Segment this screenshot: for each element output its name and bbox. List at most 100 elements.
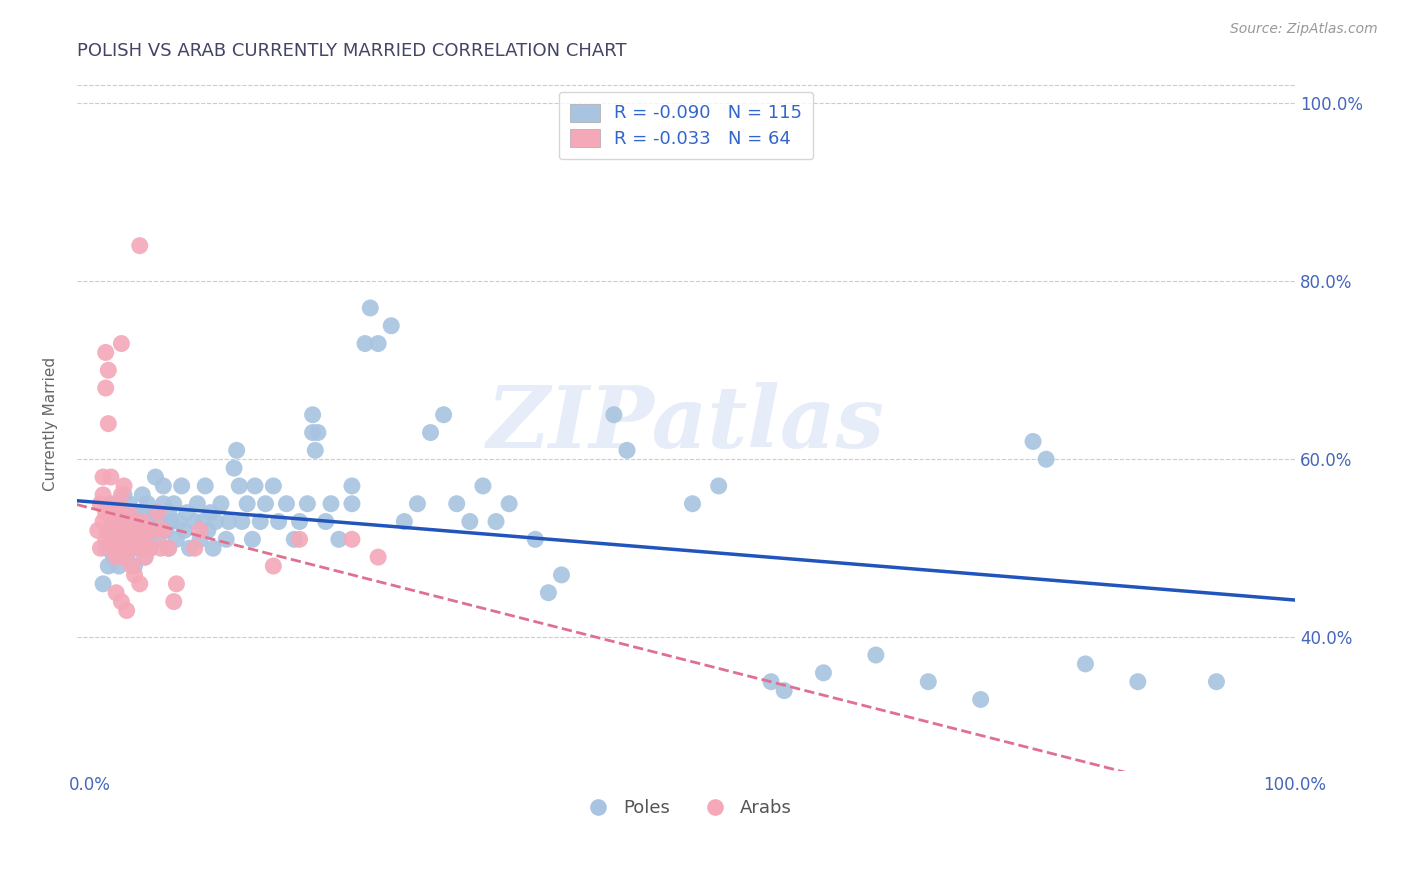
Point <box>163 594 186 608</box>
Point <box>359 301 381 315</box>
Point <box>112 479 135 493</box>
Point <box>100 506 122 520</box>
Point <box>225 443 247 458</box>
Point <box>170 479 193 493</box>
Point <box>107 524 129 538</box>
Point <box>616 443 638 458</box>
Point <box>121 559 143 574</box>
Point <box>1126 674 1149 689</box>
Point <box>485 515 508 529</box>
Point <box>146 533 169 547</box>
Point <box>406 497 429 511</box>
Point <box>550 568 572 582</box>
Point <box>315 515 337 529</box>
Point <box>471 479 494 493</box>
Point <box>112 533 135 547</box>
Legend: Poles, Arabs: Poles, Arabs <box>572 792 800 824</box>
Point <box>91 515 114 529</box>
Point <box>249 515 271 529</box>
Point <box>367 550 389 565</box>
Point <box>136 515 159 529</box>
Point <box>165 533 187 547</box>
Point <box>149 515 172 529</box>
Point <box>367 336 389 351</box>
Point <box>107 559 129 574</box>
Point <box>167 515 190 529</box>
Point <box>107 506 129 520</box>
Point <box>222 461 245 475</box>
Point <box>134 524 156 538</box>
Point <box>100 541 122 556</box>
Point <box>107 524 129 538</box>
Point <box>121 524 143 538</box>
Point <box>100 497 122 511</box>
Point <box>340 497 363 511</box>
Point <box>524 533 547 547</box>
Point <box>112 515 135 529</box>
Point <box>87 524 110 538</box>
Point <box>231 515 253 529</box>
Point <box>127 541 149 556</box>
Point <box>186 497 208 511</box>
Point <box>136 541 159 556</box>
Point <box>200 506 222 520</box>
Point <box>136 497 159 511</box>
Point <box>89 541 111 556</box>
Point <box>139 541 162 556</box>
Point <box>100 533 122 547</box>
Point <box>209 497 232 511</box>
Point <box>134 550 156 565</box>
Point <box>267 515 290 529</box>
Point <box>94 506 117 520</box>
Point <box>110 488 132 502</box>
Point <box>682 497 704 511</box>
Point <box>458 515 481 529</box>
Point <box>307 425 329 440</box>
Point <box>813 665 835 680</box>
Point <box>97 524 120 538</box>
Point <box>134 533 156 547</box>
Point <box>107 541 129 556</box>
Text: ZIPatlas: ZIPatlas <box>486 382 884 466</box>
Point <box>145 506 167 520</box>
Point <box>179 541 201 556</box>
Point <box>118 541 141 556</box>
Point <box>103 515 125 529</box>
Point <box>380 318 402 333</box>
Point <box>160 515 183 529</box>
Point <box>139 541 162 556</box>
Point <box>94 381 117 395</box>
Point <box>354 336 377 351</box>
Point <box>149 541 172 556</box>
Point <box>304 443 326 458</box>
Point <box>433 408 456 422</box>
Point <box>537 585 560 599</box>
Point <box>301 425 323 440</box>
Point <box>197 524 219 538</box>
Point <box>127 533 149 547</box>
Point <box>94 345 117 359</box>
Point <box>773 683 796 698</box>
Point <box>115 533 138 547</box>
Point <box>969 692 991 706</box>
Point <box>146 506 169 520</box>
Point <box>94 541 117 556</box>
Point <box>1205 674 1227 689</box>
Point <box>340 533 363 547</box>
Point <box>112 488 135 502</box>
Point <box>124 506 146 520</box>
Point <box>128 238 150 252</box>
Point <box>1035 452 1057 467</box>
Point <box>118 524 141 538</box>
Point <box>91 488 114 502</box>
Point <box>157 541 180 556</box>
Point <box>131 488 153 502</box>
Point <box>97 559 120 574</box>
Point <box>194 479 217 493</box>
Point <box>118 497 141 511</box>
Point <box>100 470 122 484</box>
Point <box>340 479 363 493</box>
Point <box>155 524 177 538</box>
Point <box>228 479 250 493</box>
Point <box>91 470 114 484</box>
